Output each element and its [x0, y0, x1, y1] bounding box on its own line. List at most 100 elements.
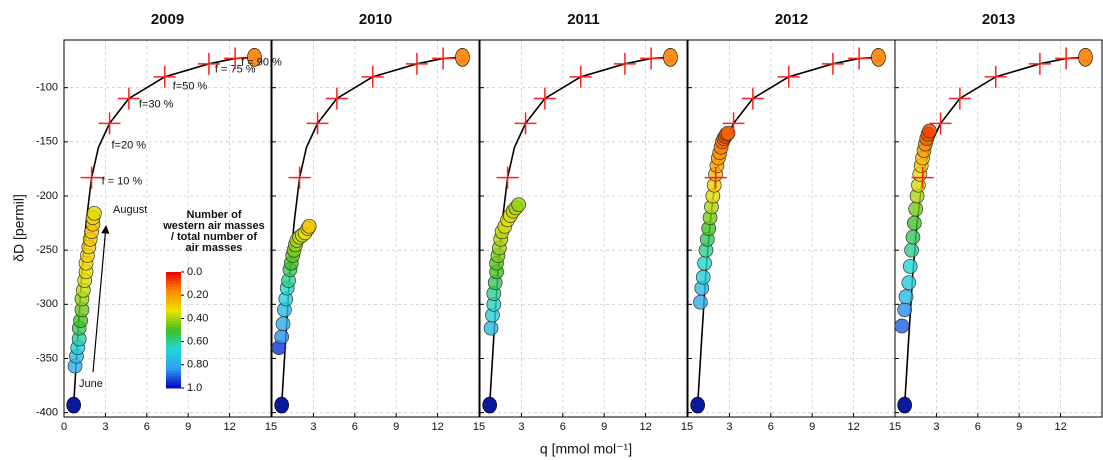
annotation: August — [113, 204, 147, 216]
end-point — [871, 48, 886, 67]
colorbar-tick-label: 0.40 — [187, 312, 208, 324]
panel-title: 2012 — [775, 11, 808, 28]
rayleigh-marker — [911, 166, 934, 189]
rayleigh-marker — [325, 87, 348, 110]
colorbar-step — [166, 367, 181, 372]
colorbar-tick-label: 0.0 — [187, 266, 202, 278]
colorbar-step — [166, 306, 181, 311]
colorbar-step — [166, 283, 181, 287]
rayleigh-marker — [306, 112, 329, 135]
x-tick-label: 3 — [933, 421, 939, 433]
colorbar-step — [166, 315, 181, 319]
colorbar-title: / total number of — [171, 231, 258, 243]
rayleigh-marker — [640, 47, 663, 70]
start-point — [482, 396, 497, 414]
rayleigh-marker — [1055, 47, 1078, 70]
data-point — [906, 215, 922, 231]
x-tick-label: 12 — [223, 421, 235, 433]
rayleigh-marker — [929, 112, 952, 135]
rayleigh-marker — [777, 65, 800, 88]
colorbar-step — [166, 332, 181, 337]
colorbar-title: Number of — [187, 209, 242, 221]
rayleigh-marker — [722, 112, 745, 135]
x-tick-label: 12 — [847, 421, 859, 433]
plot-frame — [63, 39, 272, 418]
data-point — [904, 242, 919, 258]
colorbar-step — [166, 298, 181, 302]
x-tick-label: 12 — [431, 421, 443, 433]
data-point — [905, 229, 921, 245]
x-tick-label: 12 — [1054, 421, 1066, 433]
start-point — [897, 396, 912, 414]
rayleigh-marker — [984, 65, 1007, 88]
start-point — [274, 396, 289, 414]
y-tick-label: -350 — [36, 352, 58, 364]
colorbar-step — [166, 272, 181, 276]
data-point — [720, 125, 736, 141]
colorbar-step — [166, 301, 181, 305]
x-tick-label: 6 — [560, 421, 566, 433]
colorbar-step — [166, 385, 181, 389]
colorbar-title: air masses — [186, 242, 243, 254]
plot-frame — [687, 39, 896, 418]
colorbar-step — [166, 341, 181, 345]
x-tick-label: 6 — [975, 421, 981, 433]
colorbar-step — [166, 286, 181, 290]
x-tick-label: 6 — [144, 421, 150, 433]
rayleigh-marker — [704, 166, 727, 189]
season-arrow — [92, 225, 110, 373]
colorbar-step — [166, 359, 181, 363]
colorbar-title: western air masses — [162, 220, 265, 232]
rayleigh-marker — [848, 47, 871, 70]
x-axis-label: q [mmol mol⁻¹] — [540, 441, 632, 457]
rayleigh-marker — [1028, 52, 1051, 75]
rayleigh-marker — [405, 52, 428, 75]
colorbar-step — [166, 274, 181, 279]
rayleigh-marker — [514, 112, 537, 135]
data-point — [511, 197, 526, 213]
data-point — [922, 123, 937, 139]
fraction-label: f = 75 % — [215, 64, 256, 76]
x-tick-label: 3 — [726, 421, 732, 433]
x-tick-label: 9 — [1016, 421, 1022, 433]
colorbar-step — [166, 280, 181, 285]
rayleigh-marker — [432, 47, 455, 70]
x-tick-label: 3 — [518, 421, 524, 433]
rayleigh-marker — [224, 47, 247, 70]
colorbar-tick-label: 0.80 — [187, 359, 208, 371]
colorbar-step — [166, 356, 181, 360]
colorbar-step — [166, 277, 181, 282]
colorbar-step — [166, 364, 181, 369]
x-tick-label: 15 — [265, 421, 277, 433]
data-point — [901, 275, 917, 291]
data-point — [902, 259, 918, 274]
y-axis-label: δD [permil] — [11, 194, 27, 262]
data-point — [898, 289, 914, 305]
x-tick-label: 15 — [889, 421, 901, 433]
rayleigh-marker — [613, 52, 636, 75]
colorbar-tick-label: 0.60 — [187, 336, 208, 348]
rayleigh-curve — [696, 56, 879, 406]
rayleigh-curve — [903, 56, 1086, 406]
colorbar-step — [166, 292, 181, 296]
x-tick-label: 6 — [352, 421, 358, 433]
panel-title: 2011 — [567, 11, 600, 28]
fraction-label: f=20 % — [112, 139, 147, 151]
colorbar-step — [166, 347, 181, 351]
colorbar-step — [166, 327, 181, 331]
data-point — [908, 201, 924, 217]
colorbar-step — [166, 309, 181, 314]
rayleigh-marker — [533, 87, 556, 110]
rayleigh-marker — [98, 112, 121, 135]
y-tick-label: -300 — [36, 298, 58, 310]
end-point — [1078, 48, 1093, 67]
end-point — [663, 48, 678, 67]
rayleigh-marker — [117, 87, 140, 110]
colorbar-step — [166, 324, 181, 328]
colorbar-step — [166, 373, 181, 377]
rayleigh-curve — [488, 56, 671, 406]
x-tick-label: 12 — [639, 421, 651, 433]
colorbar-step — [166, 321, 181, 325]
rayleigh-marker — [153, 65, 176, 88]
data-point — [695, 269, 711, 285]
